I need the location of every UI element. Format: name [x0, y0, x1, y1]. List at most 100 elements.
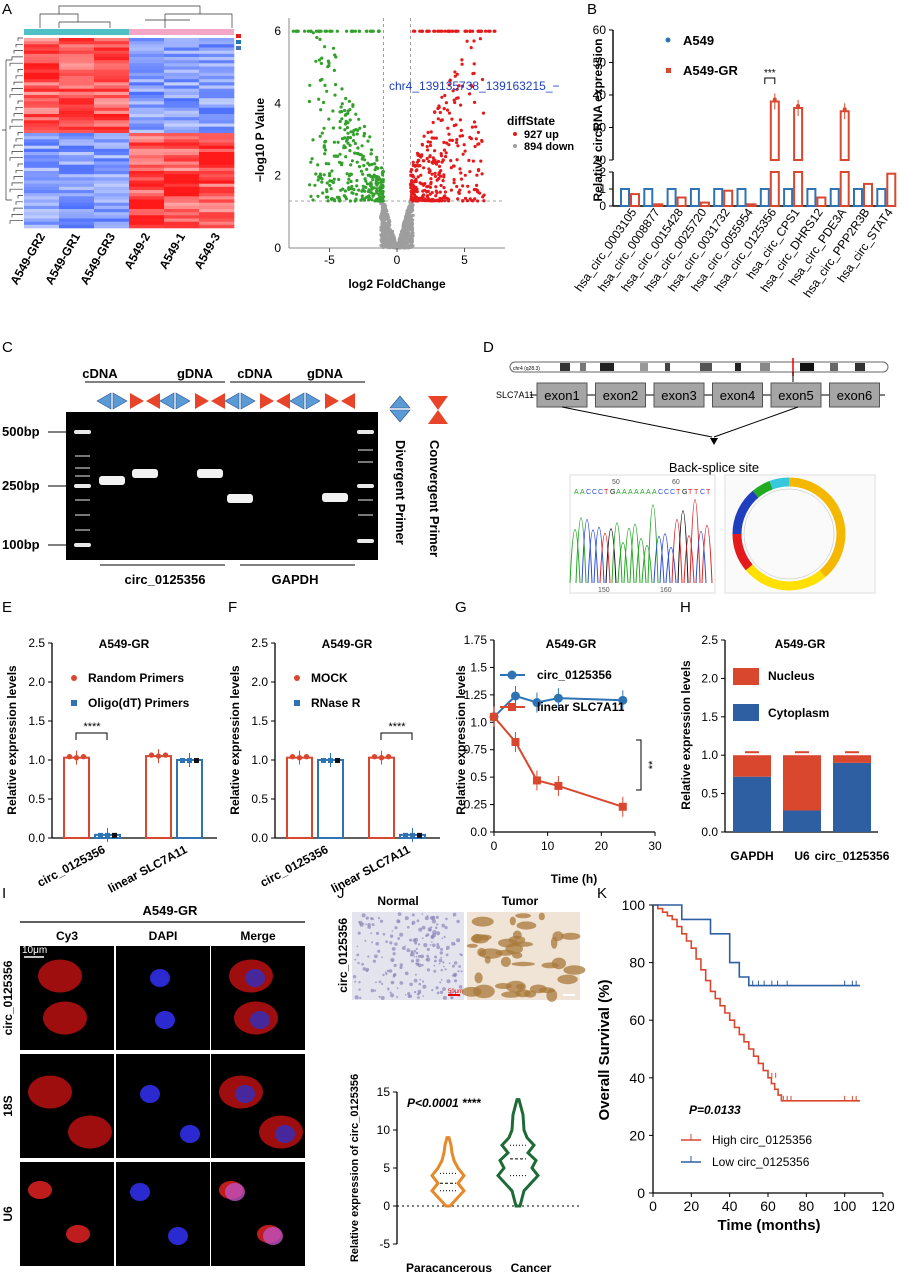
heatmap-cell [94, 199, 130, 203]
heatmap-cell [24, 133, 60, 137]
gel-ladder-faint [358, 449, 373, 451]
heatmap-cell [59, 193, 95, 197]
panel-j-nucleus-dot [401, 946, 406, 950]
volcano-point-ns [404, 231, 408, 235]
chromatogram-peak [629, 524, 641, 584]
dendrogram-branch [17, 195, 23, 199]
panel-j-nucleus-dot [445, 953, 449, 957]
dendrogram-branch [13, 144, 23, 149]
panel-i-image-tile [116, 946, 210, 1050]
volcano-point-up [427, 170, 431, 174]
volcano-point-down [334, 83, 338, 87]
panel-j-nucleus-dot [445, 917, 448, 921]
panel-j-nucleus-dot [434, 955, 438, 959]
heatmap-cell [199, 167, 235, 172]
chromosome-band [760, 363, 770, 371]
legend-divergent-icon [389, 395, 411, 409]
volcano-point-down [310, 157, 314, 161]
volcano-point-up [470, 199, 474, 203]
dendrogram-branch [11, 151, 23, 155]
panel-b-sig-bracket [764, 77, 776, 84]
panel-j-nucleus-dot [365, 923, 367, 926]
volcano-point-down [346, 131, 350, 135]
gel-sample-band [197, 469, 223, 478]
heatmap-cell [94, 161, 130, 165]
panel-h-bar-nucleus [733, 755, 771, 777]
volcano-point-up [481, 111, 486, 115]
panel-i-column-label: Merge [240, 929, 276, 943]
panel-j-nucleus-dot [426, 954, 430, 958]
panel-j-nucleus-dot [440, 978, 443, 981]
dendrogram-left [2, 59, 12, 201]
panel-j-nucleus-dot [409, 938, 412, 942]
volcano-point-up [452, 178, 456, 182]
dendrogram-branch [9, 62, 23, 67]
panel-j-nucleus-dot [438, 962, 441, 965]
volcano-point-up [443, 199, 447, 203]
volcano-point-up [447, 143, 451, 147]
volcano-point-ns [402, 246, 406, 250]
panel-j-nucleus-dot [388, 969, 393, 973]
dendrogram-branch [11, 182, 23, 186]
volcano-point-up [434, 136, 438, 140]
heatmap-cell [129, 218, 165, 222]
panel-b-y-tick-label: 20 [593, 153, 607, 167]
volcano-point-down [371, 178, 375, 182]
volcano-point-down [355, 160, 359, 164]
heatmap-cell [59, 79, 95, 83]
volcano-point-down [356, 146, 360, 150]
volcano-point-sat [317, 29, 321, 33]
panel-i-image-tile [20, 1162, 114, 1266]
volcano-x-label: log2 FoldChange [348, 277, 446, 291]
panel-e-point [66, 753, 73, 760]
volcano-point-up [415, 190, 419, 194]
volcano-point-down [346, 135, 350, 140]
dendrogram-branch [11, 119, 23, 123]
heatmap-cell [129, 63, 165, 67]
panel-j-stain-blob [495, 983, 512, 989]
volcano-point-up [441, 179, 445, 183]
volcano-y-tick-label: 2 [274, 169, 281, 183]
volcano-point-down [373, 168, 377, 172]
volcano-point-down [341, 187, 345, 191]
heatmap-cell [199, 177, 235, 181]
panel-b-bar-a549 [620, 188, 630, 207]
panel-j-nucleus-dot [431, 989, 434, 992]
exon-box [829, 382, 880, 408]
panel-f-point [385, 753, 392, 760]
chromatogram-tick: 150 [598, 587, 610, 594]
panel-h-title: A549-GR [775, 637, 826, 651]
volcano-point-down [314, 59, 318, 63]
volcano-point-up [450, 138, 454, 142]
panel-i-cell-dapi [245, 969, 265, 987]
panel-b-y-tick-label: 50 [593, 56, 607, 70]
volcano-point-up [414, 195, 419, 199]
volcano-legend-down-dot [513, 144, 517, 148]
panel-h-x-tick-label: GAPDH [730, 849, 773, 863]
panel-e-y-tick-label: 2.0 [28, 675, 45, 689]
panel-g-x-tick-label: 30 [648, 839, 662, 853]
heatmap-cell [94, 193, 130, 197]
chromatogram-base: C [670, 489, 675, 496]
heatmap-cell [59, 114, 95, 118]
heatmap-cell [129, 177, 165, 181]
volcano-point-down [322, 126, 326, 130]
heatmap-cell [164, 171, 200, 175]
panel-b-bar-gr [723, 189, 734, 207]
volcano-point-down [330, 169, 334, 173]
volcano-point-down [349, 163, 353, 167]
volcano-point-sat [294, 29, 298, 33]
panel-b-point [842, 107, 847, 112]
heatmap-cell [199, 79, 235, 83]
volcano-point-down [323, 152, 327, 156]
panel-e-bar-1 [145, 755, 172, 839]
volcano-point-sat [303, 29, 307, 33]
panel-j-nucleus-dot [439, 951, 443, 955]
panel-j-nucleus-dot [357, 961, 360, 965]
panel-b-bar-gr [746, 203, 757, 208]
chromatogram-peak [665, 547, 677, 584]
chromatogram-peak [623, 528, 635, 584]
heatmap-cell [164, 38, 200, 42]
panel-j-nucleus-dot [411, 920, 416, 925]
